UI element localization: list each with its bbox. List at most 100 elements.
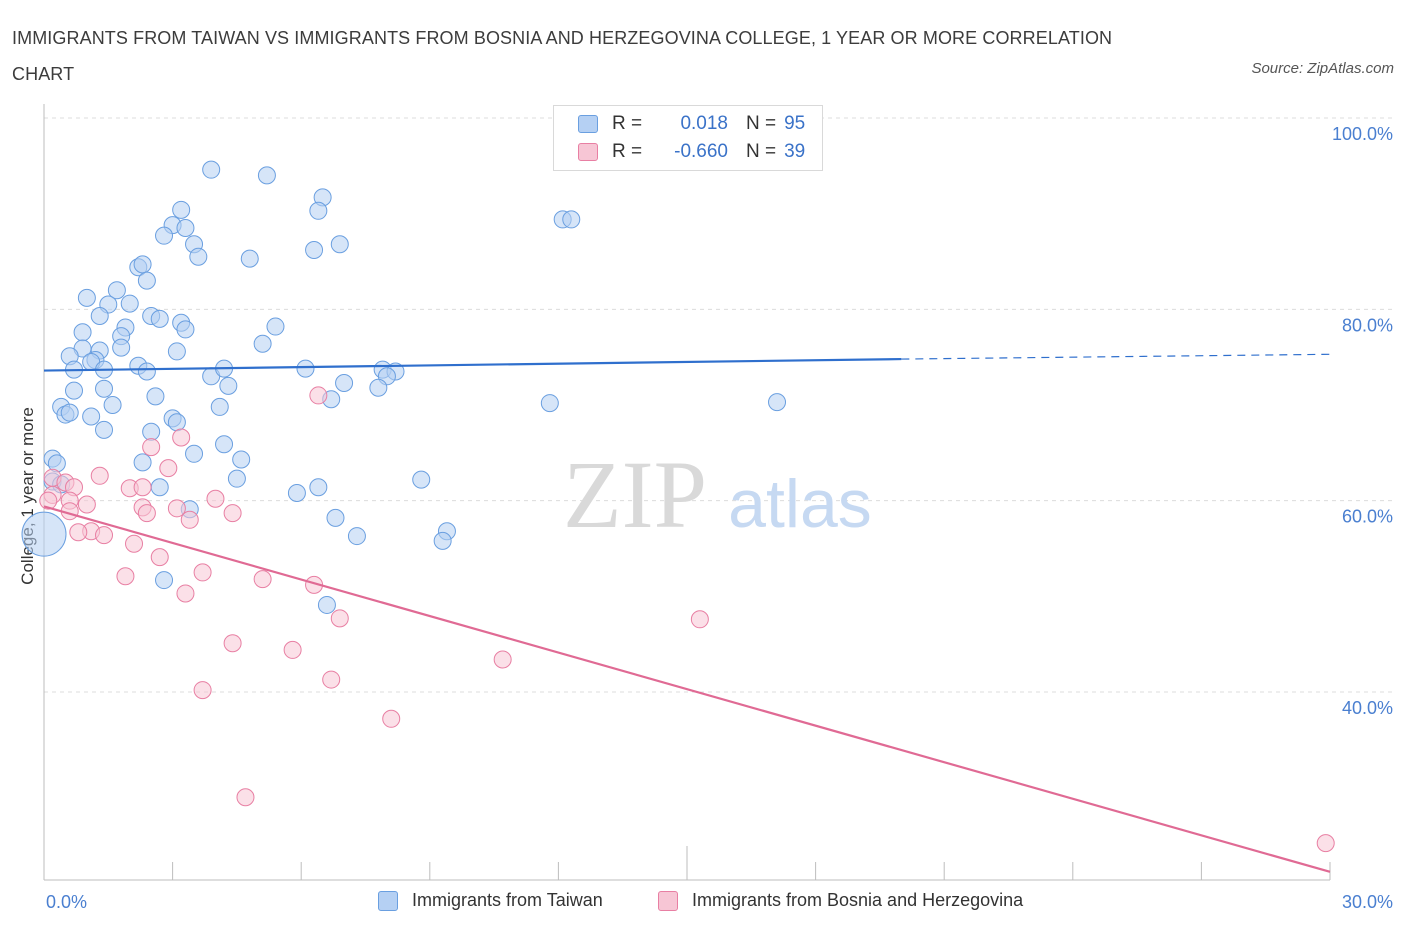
data-point bbox=[185, 444, 204, 463]
data-point bbox=[227, 469, 246, 488]
swatch-taiwan bbox=[578, 115, 598, 133]
x-tick-label-min: 0.0% bbox=[46, 892, 87, 912]
data-point bbox=[150, 478, 169, 497]
data-point bbox=[317, 595, 336, 614]
data-point bbox=[330, 235, 349, 254]
gridlines bbox=[44, 117, 1395, 693]
data-point bbox=[193, 563, 212, 582]
y-tick-label: 100.0% bbox=[1332, 124, 1393, 144]
data-point bbox=[73, 323, 92, 342]
data-point bbox=[223, 504, 242, 523]
chart-title: IMMIGRANTS FROM TAIWAN VS IMMIGRANTS FRO… bbox=[12, 28, 1113, 84]
data-point bbox=[133, 453, 152, 472]
legend-item-bosnia[interactable]: Immigrants from Bosnia and Herzegovina bbox=[658, 890, 1023, 911]
data-point bbox=[167, 499, 186, 518]
n-value-bosnia: 39 bbox=[784, 141, 806, 162]
data-point bbox=[253, 334, 272, 353]
trend-line-extension bbox=[901, 353, 1331, 360]
data-point bbox=[240, 249, 259, 268]
data-point bbox=[309, 386, 328, 405]
data-point bbox=[176, 584, 195, 603]
stats-row-taiwan: R = 0.018 N = 95 bbox=[578, 110, 805, 138]
data-point bbox=[125, 534, 144, 553]
data-point bbox=[155, 226, 174, 245]
data-point bbox=[65, 381, 84, 400]
data-point bbox=[412, 470, 431, 489]
data-point bbox=[112, 338, 131, 357]
legend-swatch-taiwan bbox=[378, 890, 398, 911]
y-tick-label: 80.0% bbox=[1342, 315, 1393, 335]
data-point bbox=[167, 413, 186, 432]
n-label: N = bbox=[746, 141, 777, 162]
data-point bbox=[562, 210, 581, 229]
series-taiwan-points bbox=[21, 160, 787, 614]
data-point bbox=[107, 281, 126, 300]
y-tick-label: 40.0% bbox=[1342, 698, 1393, 718]
data-point bbox=[189, 247, 208, 266]
data-point bbox=[202, 160, 221, 179]
data-point bbox=[433, 531, 452, 550]
data-point bbox=[232, 450, 251, 469]
data-point bbox=[146, 387, 165, 406]
data-point bbox=[768, 393, 787, 412]
r-value-taiwan: 0.018 bbox=[680, 113, 728, 134]
n-value-taiwan: 95 bbox=[784, 113, 806, 134]
data-point bbox=[103, 396, 122, 414]
data-point bbox=[283, 640, 302, 659]
data-point bbox=[287, 484, 306, 503]
legend-label-taiwan: Immigrants from Taiwan bbox=[412, 890, 603, 910]
data-point bbox=[21, 511, 67, 557]
data-point bbox=[137, 504, 156, 523]
data-point bbox=[77, 288, 96, 307]
data-point bbox=[176, 320, 195, 339]
data-point bbox=[223, 634, 242, 653]
data-point bbox=[82, 407, 101, 426]
data-point bbox=[77, 495, 96, 514]
data-point bbox=[95, 420, 114, 439]
series-legend: Immigrants from Taiwan Immigrants from B… bbox=[0, 888, 1406, 916]
data-point bbox=[159, 459, 178, 478]
stats-legend: R = 0.018 N = 95 R = -0.660 N = 39 bbox=[553, 105, 823, 171]
stats-row-bosnia: R = -0.660 N = 39 bbox=[578, 138, 805, 166]
data-point bbox=[176, 219, 195, 238]
data-point bbox=[137, 362, 156, 381]
data-point bbox=[266, 317, 285, 336]
data-point bbox=[95, 379, 114, 398]
data-point bbox=[309, 201, 328, 220]
trend-line-taiwan bbox=[43, 357, 902, 372]
legend-label-bosnia: Immigrants from Bosnia and Herzegovina bbox=[692, 890, 1024, 910]
data-point bbox=[150, 309, 169, 328]
chart-source: Source: ZipAtlas.com bbox=[1251, 60, 1394, 77]
swatch-bosnia bbox=[578, 143, 598, 161]
data-point bbox=[95, 526, 114, 545]
data-point bbox=[1316, 834, 1335, 853]
data-point bbox=[142, 438, 161, 457]
data-point bbox=[172, 200, 191, 219]
watermark-atlas: atlas bbox=[728, 466, 872, 542]
data-point bbox=[540, 394, 559, 413]
data-point bbox=[90, 307, 109, 326]
legend-swatch-bosnia bbox=[658, 890, 678, 911]
legend-item-taiwan[interactable]: Immigrants from Taiwan bbox=[378, 890, 603, 911]
data-point bbox=[210, 397, 229, 416]
data-point bbox=[493, 650, 512, 669]
series-bosnia-points bbox=[39, 386, 1335, 853]
watermark-zip: ZIP bbox=[563, 441, 707, 548]
data-point bbox=[60, 403, 79, 422]
data-point bbox=[236, 788, 255, 807]
data-point bbox=[369, 378, 388, 397]
r-value-bosnia: -0.660 bbox=[674, 141, 728, 162]
x-tick-label-max: 30.0% bbox=[1342, 892, 1393, 912]
trend-line-bosnia bbox=[43, 505, 1331, 873]
data-point bbox=[90, 466, 109, 485]
trend-lines bbox=[43, 353, 1331, 873]
y-tick-label: 60.0% bbox=[1342, 507, 1393, 527]
n-label: N = bbox=[746, 113, 777, 134]
data-point bbox=[172, 428, 191, 447]
data-point bbox=[155, 571, 174, 590]
data-point bbox=[253, 570, 272, 589]
data-point bbox=[257, 166, 276, 185]
data-point bbox=[120, 294, 139, 313]
data-points bbox=[21, 160, 1335, 853]
